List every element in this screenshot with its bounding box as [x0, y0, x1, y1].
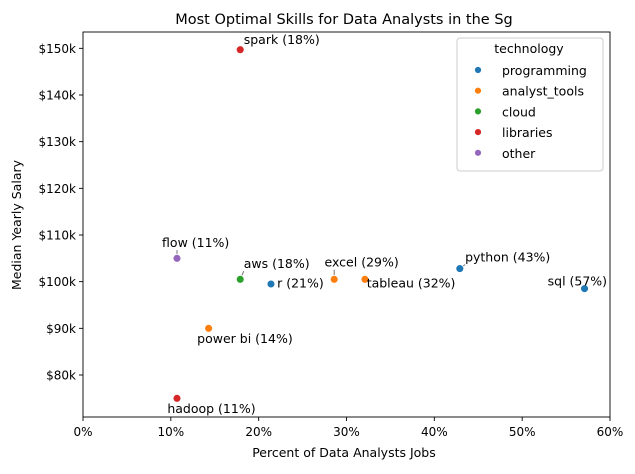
- axes: 0% 10% 20% 30% 40% 50% 60% $80k $90k $100k $110k $1…: [39, 31, 624, 439]
- annotation-leaders: [176, 250, 466, 403]
- y-tick-label: $80k: [46, 369, 76, 383]
- data-point: [172, 253, 182, 263]
- point-label: excel (29%): [325, 255, 399, 270]
- x-tick-label: 60%: [597, 425, 624, 439]
- data-point: [172, 393, 182, 403]
- x-tick-label: 50%: [509, 425, 536, 439]
- x-tick-label: 10%: [157, 425, 184, 439]
- data-point: [235, 45, 245, 55]
- legend-marker: [474, 128, 482, 137]
- data-point: [204, 323, 214, 333]
- point-label: hadoop (11%): [167, 401, 255, 416]
- x-tick-label: 0%: [73, 425, 92, 439]
- data-point: [266, 279, 276, 289]
- legend-entry: analyst_tools: [502, 84, 584, 99]
- x-tick-label: 30%: [333, 425, 360, 439]
- legend-marker: [474, 107, 482, 116]
- point-label: flow (11%): [162, 235, 229, 250]
- legend-marker: [474, 66, 482, 74]
- x-axis-label: Percent of Data Analysts Jobs: [252, 445, 436, 460]
- data-points: [172, 45, 589, 403]
- y-tick-label: $130k: [39, 135, 77, 149]
- legend-marker: [474, 148, 482, 157]
- data-point: [580, 284, 589, 294]
- legend-box: [456, 37, 604, 172]
- point-label: power bi (14%): [197, 331, 293, 346]
- point-label: aws (18%): [244, 256, 310, 271]
- x-tick-label: 40%: [421, 425, 448, 439]
- legend-entry: libraries: [502, 125, 553, 140]
- y-axis-label: Median Yearly Salary: [9, 159, 24, 290]
- data-point: [455, 264, 465, 274]
- legend-entry: other: [502, 146, 536, 161]
- point-label: spark (18%): [244, 32, 320, 47]
- legend-marker: [474, 86, 482, 95]
- data-point: [235, 274, 245, 284]
- chart-title: Most Optimal Skills for Data Analysts in…: [175, 12, 513, 28]
- data-point: [329, 274, 339, 284]
- y-tick-label: $110k: [39, 229, 77, 243]
- point-label: tableau (32%): [367, 276, 456, 291]
- data-point: [360, 274, 370, 284]
- y-tick-label: $90k: [46, 322, 76, 336]
- point-label: sql (57%): [548, 273, 607, 288]
- y-tick-label: $100k: [39, 275, 77, 289]
- y-tick-label: $140k: [39, 89, 77, 103]
- point-label: python (43%): [465, 250, 550, 265]
- x-tick-label: 20%: [245, 425, 272, 439]
- point-label: r (21%): [277, 276, 324, 291]
- y-tick-label: $150k: [39, 42, 77, 56]
- legend-entry: programming: [502, 63, 587, 78]
- legend-title: technology: [494, 41, 564, 56]
- point-labels: sql (57%) python (43%) tableau (32%) excel …: [162, 32, 607, 416]
- legend-entry: cloud: [502, 104, 536, 119]
- y-tick-label: $120k: [39, 182, 77, 196]
